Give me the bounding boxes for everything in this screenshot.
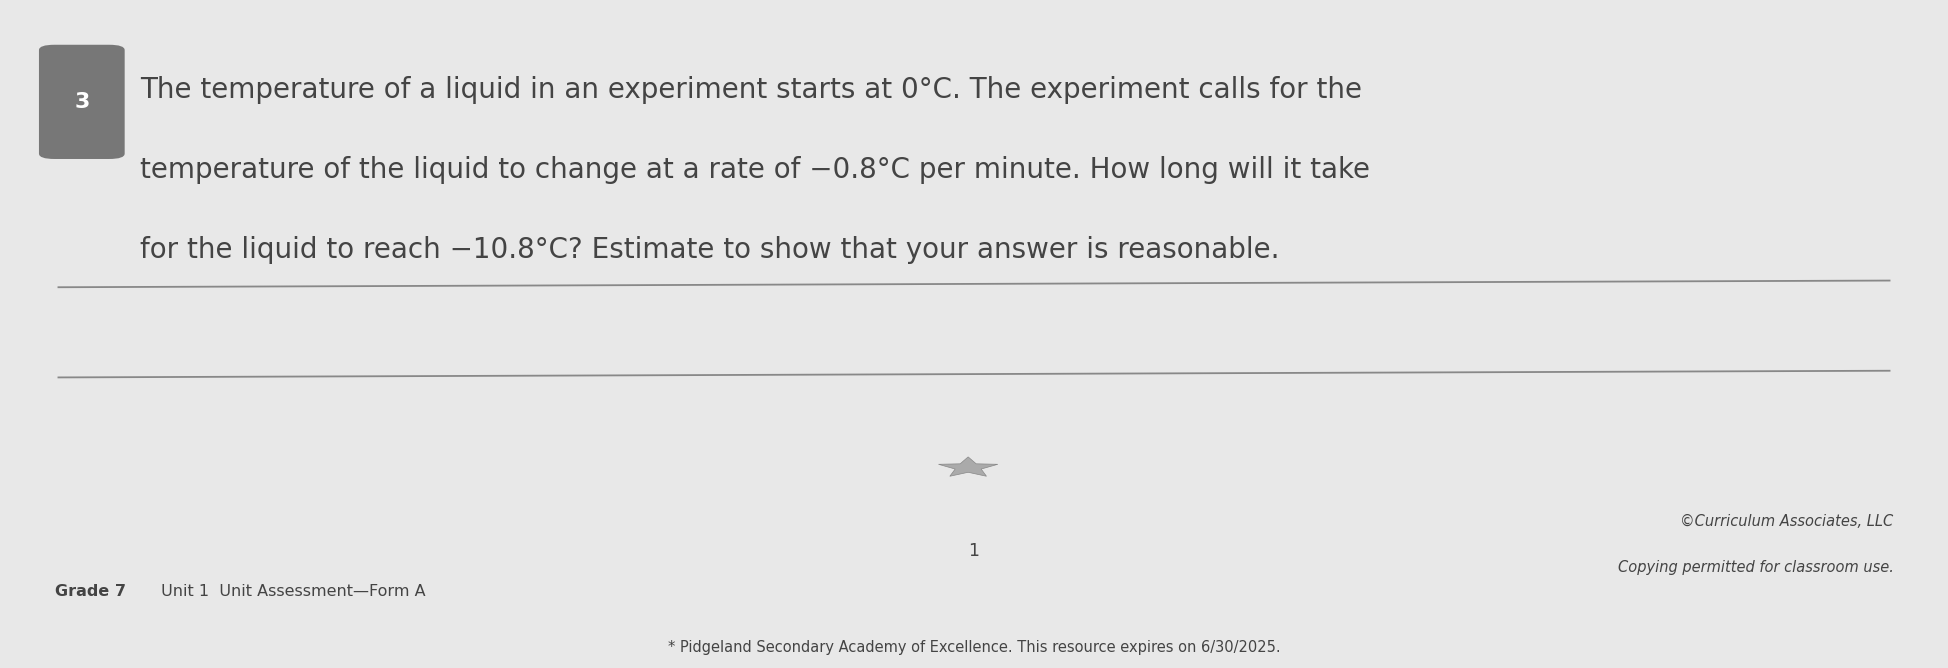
FancyBboxPatch shape — [39, 45, 125, 159]
Text: ©Curriculum Associates, LLC: ©Curriculum Associates, LLC — [1681, 514, 1893, 528]
Text: for the liquid to reach −10.8°C? Estimate to show that your answer is reasonable: for the liquid to reach −10.8°C? Estimat… — [140, 236, 1280, 265]
Text: temperature of the liquid to change at a rate of −0.8°C per minute. How long wil: temperature of the liquid to change at a… — [140, 156, 1369, 184]
Text: Unit 1  Unit Assessment—Form A: Unit 1 Unit Assessment—Form A — [156, 584, 425, 599]
Text: The temperature of a liquid in an experiment starts at 0°C. The experiment calls: The temperature of a liquid in an experi… — [140, 76, 1362, 104]
Text: 3: 3 — [74, 92, 90, 112]
Text: Copying permitted for classroom use.: Copying permitted for classroom use. — [1617, 560, 1893, 575]
Text: * Pidgeland Secondary Academy of Excellence. This resource expires on 6/30/2025.: * Pidgeland Secondary Academy of Excelle… — [668, 640, 1280, 655]
Text: Grade 7: Grade 7 — [55, 584, 125, 599]
Polygon shape — [939, 457, 997, 476]
Text: 1: 1 — [968, 542, 980, 560]
